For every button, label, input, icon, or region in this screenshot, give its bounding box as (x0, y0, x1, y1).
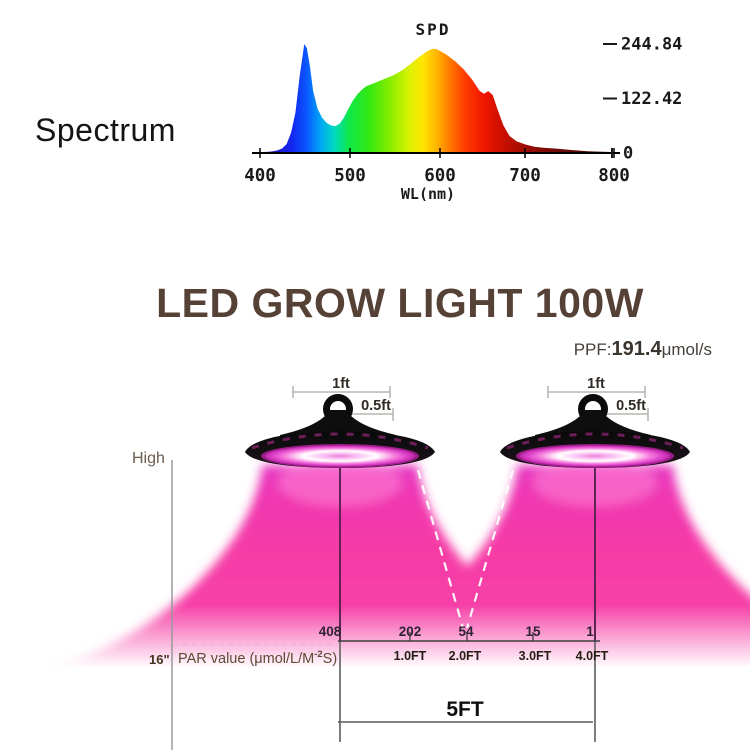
distance-label: 4.0FT (576, 649, 609, 663)
par-axis-label-post: S) (322, 650, 338, 667)
total-span-label: 5FT (446, 698, 484, 721)
left-dimension-lines (292, 386, 394, 421)
hook-height-label: 0.5ft (361, 398, 391, 414)
overlap-dashed-lines (416, 469, 515, 629)
spd-curve (260, 44, 614, 153)
x-tick-label: 800 (598, 166, 630, 186)
x-axis-label: WL(nm) (401, 185, 455, 203)
par-value: 1 (586, 624, 594, 639)
ppf-unit: μmol/s (661, 340, 712, 359)
y-axis-ticks (603, 43, 617, 158)
distance-label: 1.0FT (394, 649, 427, 663)
chart-title: SPD (416, 20, 451, 39)
par-value: 15 (525, 624, 541, 639)
x-tick-labels: 400 500 600 700 800 (244, 166, 630, 186)
fixture-center-lines (339, 468, 596, 742)
right-grow-light-fixture (500, 394, 690, 468)
ppf-line: PPF:191.4μmol/s (574, 338, 712, 361)
distance-label: 2.0FT (449, 649, 482, 663)
x-tick-label: 600 (424, 166, 456, 186)
par-axis-label-sup: -2 (314, 649, 323, 660)
x-tick-label: 400 (244, 166, 276, 186)
high-axis-label: High (132, 450, 165, 467)
fixture-mount (280, 410, 396, 439)
led-face (265, 445, 415, 467)
y-tick-label: 244.84 (621, 35, 682, 55)
distance-label: 3.0FT (519, 649, 552, 663)
left-grow-light-fixture (245, 394, 435, 468)
par-value: 408 (319, 624, 342, 639)
x-axis (252, 148, 620, 158)
distance-labels: 1.0FT 2.0FT 3.0FT 4.0FT (394, 649, 609, 663)
fixture-width-label: 1ft (587, 376, 605, 392)
fixture-width-label: 1ft (332, 376, 350, 392)
light-coverage-diagram: 408 202 54 15 1 1.0FT 2.0FT 3.0FT 4.0FT (0, 376, 750, 750)
x-tick-label: 700 (509, 166, 541, 186)
par-axis-label-pre: PAR value (μmol/L/M (178, 650, 315, 667)
product-title: LED GROW LIGHT 100W (156, 280, 644, 326)
par-axis-label: PAR value (μmol/L/M-2S) (178, 649, 337, 667)
par-values: 408 202 54 15 1 (319, 624, 595, 639)
y-tick-label: 122.42 (621, 89, 682, 109)
ppf-label: PPF: (573, 340, 612, 359)
hook-height-label: 0.5ft (616, 398, 646, 414)
x-tick-label: 500 (334, 166, 366, 186)
cone-fade (0, 605, 750, 750)
spectrum-section-label: Spectrum (35, 112, 176, 148)
right-dimension-lines (547, 386, 649, 421)
y-tick-labels: 244.84 122.42 0 (621, 35, 682, 164)
led-face (520, 445, 670, 467)
mount-height-label: 16" (149, 652, 170, 667)
ppf-value: 191.4 (611, 338, 662, 360)
par-value: 202 (399, 624, 422, 639)
par-axis (338, 632, 600, 642)
fixture-mount (535, 410, 651, 439)
y-tick-label: 0 (623, 144, 633, 164)
spd-chart: SPD 400 500 600 700 800 WL(nm) 244.84 12… (244, 20, 682, 203)
par-value: 54 (458, 624, 474, 639)
